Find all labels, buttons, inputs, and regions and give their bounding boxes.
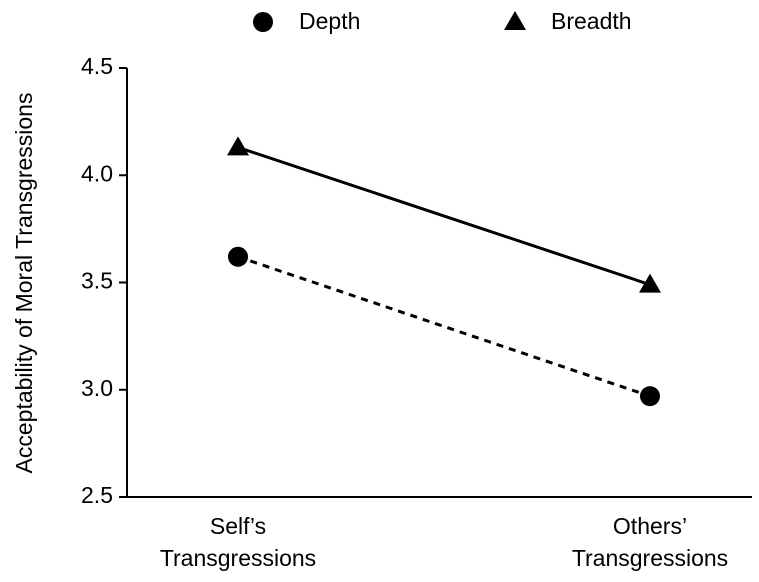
marker bbox=[227, 136, 249, 156]
y-tick-label: 3.0 bbox=[81, 375, 113, 401]
x-tick-label: Others’ bbox=[613, 513, 687, 539]
legend-label: Breadth bbox=[551, 8, 632, 34]
line bbox=[237, 255, 651, 398]
y-axis-label: Acceptability of Moral Transgressions bbox=[11, 93, 37, 474]
y-tick-label: 4.0 bbox=[81, 160, 113, 186]
line bbox=[237, 145, 651, 287]
y-tick-label: 2.5 bbox=[81, 482, 113, 508]
legend-marker bbox=[253, 12, 273, 32]
marker bbox=[640, 386, 660, 407]
y-tick-label: 3.5 bbox=[81, 268, 113, 294]
legend-label: Depth bbox=[299, 8, 360, 34]
x-tick-label: Transgressions bbox=[160, 545, 316, 571]
marker bbox=[639, 273, 661, 293]
x-tick-label: Self’s bbox=[210, 513, 266, 539]
y-tick-label: 4.5 bbox=[81, 53, 113, 79]
legend-marker bbox=[504, 11, 526, 30]
x-tick-label: Transgressions bbox=[572, 545, 728, 571]
marker bbox=[228, 246, 248, 267]
